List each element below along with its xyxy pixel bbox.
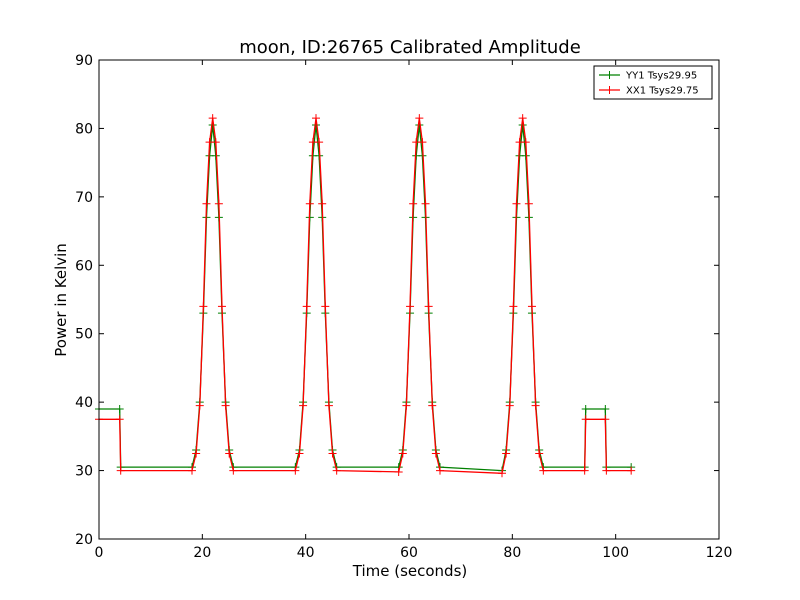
series-point-1 xyxy=(509,302,518,311)
series-point-1 xyxy=(299,401,308,410)
series-line-1 xyxy=(99,118,632,474)
series-point-1 xyxy=(225,449,234,458)
series-point-1 xyxy=(581,415,590,424)
series-point-1 xyxy=(418,138,427,147)
legend-box xyxy=(593,65,713,100)
legend-label: YY1 Tsys29.95 xyxy=(625,71,697,82)
series-line-0 xyxy=(99,124,632,472)
chart-title: moon, ID:26765 Calibrated Amplitude xyxy=(239,37,581,58)
series-point-1 xyxy=(502,449,511,458)
x-tick-label: 20 xyxy=(193,545,211,561)
x-tick-label: 60 xyxy=(400,545,418,561)
series-point-1 xyxy=(521,138,530,147)
series-point-1 xyxy=(602,466,611,475)
x-tick-label: 100 xyxy=(602,545,629,561)
series-point-1 xyxy=(202,199,211,208)
series-point-1 xyxy=(431,449,440,458)
series-point-1 xyxy=(527,302,536,311)
series-point-1 xyxy=(518,114,527,123)
series-point-1 xyxy=(318,199,327,208)
y-tick-label: 30 xyxy=(75,464,93,480)
series-point-0 xyxy=(581,404,590,413)
series-point-1 xyxy=(221,401,230,410)
series-point-1 xyxy=(324,401,333,410)
legend-marker xyxy=(605,71,614,79)
series-point-1 xyxy=(291,466,300,475)
series-point-1 xyxy=(188,466,196,475)
series-point-1 xyxy=(498,469,506,478)
x-tick-label: 120 xyxy=(706,545,733,561)
legend: YY1 Tsys29.95 XX1 Tsys29.75 xyxy=(593,65,713,100)
series-point-1 xyxy=(295,449,304,458)
series-point-0 xyxy=(601,404,610,413)
series-point-1 xyxy=(421,199,430,208)
series-point-1 xyxy=(312,114,320,123)
y-axis-title: Power in Kelvin xyxy=(52,243,70,357)
series-point-1 xyxy=(398,449,407,458)
series-point-1 xyxy=(332,466,341,475)
series-point-1 xyxy=(512,199,521,208)
y-tick-label: 60 xyxy=(75,258,93,274)
series-point-1 xyxy=(535,449,544,458)
series-point-1 xyxy=(424,302,433,311)
series-point-1 xyxy=(116,466,125,475)
series-point-1 xyxy=(505,401,514,410)
series-point-1 xyxy=(195,401,204,410)
series-point-0 xyxy=(115,404,124,413)
y-tick-label: 40 xyxy=(75,395,93,411)
series-point-1 xyxy=(302,302,311,311)
series-point-1 xyxy=(211,138,220,147)
y-tick-label: 90 xyxy=(75,53,93,69)
series-point-1 xyxy=(580,466,589,475)
x-tick-label: 80 xyxy=(503,545,521,561)
legend-marker xyxy=(605,86,614,94)
series-point-1 xyxy=(436,466,444,475)
series-point-1 xyxy=(406,302,415,311)
series-point-1 xyxy=(428,401,437,410)
series-point-1 xyxy=(524,199,533,208)
series-point-1 xyxy=(627,466,636,475)
y-tick-label: 80 xyxy=(75,121,93,137)
series-point-1 xyxy=(115,415,124,424)
series-point-1 xyxy=(409,199,418,208)
series-point-1 xyxy=(192,449,201,458)
series-point-1 xyxy=(539,466,548,475)
y-tick-label: 20 xyxy=(75,532,93,548)
y-tick-label: 70 xyxy=(75,190,93,206)
series-point-1 xyxy=(229,466,238,475)
series-point-1 xyxy=(402,401,411,410)
series-point-1 xyxy=(394,467,403,476)
series-point-1 xyxy=(208,114,217,123)
series-point-1 xyxy=(199,302,208,311)
x-tick-label: 40 xyxy=(297,545,315,561)
x-axis-title: Time (seconds) xyxy=(352,562,468,580)
series-point-1 xyxy=(217,302,226,311)
series-point-1 xyxy=(531,401,540,410)
x-tick-label: 0 xyxy=(95,545,104,561)
series-point-1 xyxy=(415,114,424,123)
series-point-1 xyxy=(214,199,223,208)
series-point-1 xyxy=(315,138,324,147)
series-point-1 xyxy=(601,415,610,424)
series-point-1 xyxy=(328,449,337,458)
y-tick-label: 50 xyxy=(75,327,93,343)
legend-label: XX1 Tsys29.75 xyxy=(626,86,699,97)
series-point-1 xyxy=(321,302,330,311)
series-point-1 xyxy=(305,199,314,208)
